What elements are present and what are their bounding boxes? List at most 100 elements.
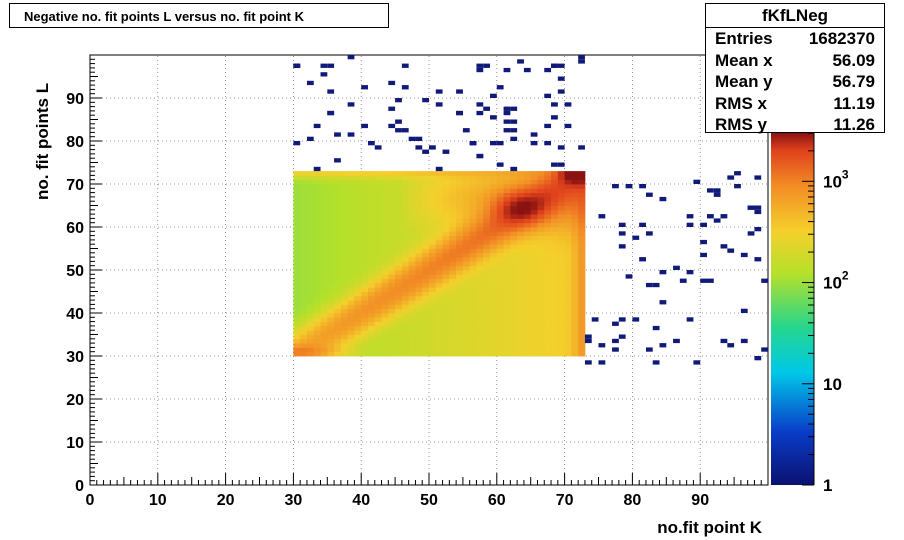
heatmap-cell	[523, 201, 532, 206]
heatmap-cell	[429, 351, 437, 357]
sparse-cell	[713, 192, 721, 197]
heatmap-cell	[313, 188, 321, 193]
heatmap-cell	[449, 330, 457, 335]
heatmap-cell	[422, 175, 430, 181]
heatmap-cell	[476, 282, 484, 288]
heatmap-cell	[517, 351, 525, 357]
sparse-cell	[584, 338, 592, 344]
heatmap-cell	[429, 244, 437, 249]
heatmap-cell	[347, 192, 355, 198]
y-tick-label: 40	[66, 306, 84, 323]
heatmap-cell	[578, 330, 586, 335]
heatmap-cell	[388, 308, 396, 314]
heatmap-cell	[401, 196, 410, 202]
heatmap-cell	[523, 334, 532, 340]
heatmap-cell	[483, 351, 491, 357]
heatmap-cell	[496, 338, 504, 344]
heatmap-cell	[327, 239, 335, 245]
heatmap-cell	[374, 239, 382, 245]
heatmap-cell	[401, 313, 410, 318]
sparse-cell	[734, 171, 741, 176]
heatmap-cell	[469, 171, 477, 176]
heatmap-cell	[334, 257, 342, 262]
stats-row-entries: Entries 1682370	[706, 28, 884, 50]
heatmap-cell	[449, 291, 457, 297]
sparse-cell	[659, 343, 667, 348]
heatmap-cell	[327, 222, 335, 228]
heatmap-cell	[578, 257, 586, 262]
heatmap-cell	[395, 274, 403, 279]
heatmap-cell	[530, 295, 538, 301]
stats-value: 56.79	[832, 72, 875, 91]
heatmap-cell	[334, 300, 342, 305]
heatmap-cell	[320, 235, 328, 241]
heatmap-cell	[361, 291, 369, 297]
heatmap-cell	[496, 274, 504, 279]
heatmap-cell	[354, 192, 362, 198]
heatmap-cell	[374, 196, 382, 202]
heatmap-cell	[469, 317, 477, 322]
heatmap-cell	[510, 196, 518, 202]
heatmap-cell	[306, 235, 315, 241]
heatmap-cell	[408, 248, 416, 254]
heatmap-cell	[435, 338, 443, 344]
heatmap-cell	[306, 222, 315, 228]
heatmap-cell	[490, 218, 498, 224]
heatmap-cell	[469, 222, 477, 228]
heatmap-cell	[510, 239, 518, 245]
heatmap-cell	[415, 235, 423, 241]
heatmap-cell	[510, 317, 518, 322]
heatmap-cell	[483, 282, 491, 288]
heatmap-cell	[578, 343, 586, 348]
heatmap-cell	[544, 274, 552, 279]
heatmap-cell	[564, 265, 572, 271]
heatmap-cell	[503, 347, 511, 353]
heatmap-cell	[401, 209, 410, 215]
heatmap-cell	[429, 184, 437, 189]
heatmap-cell	[449, 222, 457, 228]
stats-value: 11.19	[833, 93, 875, 113]
heatmap-cell	[401, 321, 410, 327]
sparse-cell	[754, 209, 762, 215]
heatmap-cell	[551, 325, 559, 331]
heatmap-cell	[293, 278, 301, 284]
heatmap-cell	[327, 192, 335, 198]
heatmap-cell	[367, 248, 376, 254]
heatmap-cell	[557, 175, 565, 181]
heatmap-cell	[523, 308, 532, 314]
heatmap-cell	[334, 214, 342, 219]
heatmap-cell	[544, 227, 552, 232]
heatmap-cell	[483, 235, 491, 241]
heatmap-cell	[320, 201, 328, 206]
heatmap-cell	[557, 313, 565, 318]
heatmap-cell	[564, 192, 572, 198]
heatmap-cell	[408, 171, 416, 176]
heatmap-cell	[388, 205, 396, 211]
sparse-cell	[327, 89, 335, 94]
heatmap-cell	[483, 252, 491, 258]
heatmap-cell	[408, 330, 416, 335]
heatmap-cell	[510, 175, 518, 181]
heatmap-cell	[347, 248, 355, 254]
heatmap-cell	[510, 291, 518, 297]
heatmap-cell	[429, 222, 437, 228]
heatmap-cell	[496, 330, 504, 335]
heatmap-cell	[523, 291, 532, 297]
heatmap-cell	[381, 304, 389, 310]
heatmap-cell	[544, 287, 552, 292]
heatmap-cell	[496, 304, 504, 310]
heatmap-cell	[354, 188, 362, 193]
heatmap-cell	[306, 334, 315, 340]
heatmap-cell	[449, 313, 457, 318]
heatmap-cell	[381, 248, 389, 254]
heatmap-cell	[490, 343, 498, 348]
heatmap-cell	[313, 347, 321, 353]
sparse-cell	[551, 102, 558, 107]
heatmap-cell	[456, 274, 464, 279]
heatmap-cell	[374, 209, 382, 215]
heatmap-cell	[449, 287, 457, 292]
heatmap-cell	[347, 304, 355, 310]
heatmap-cell	[395, 265, 403, 271]
heatmap-cell	[374, 308, 382, 314]
heatmap-cell	[347, 179, 355, 185]
